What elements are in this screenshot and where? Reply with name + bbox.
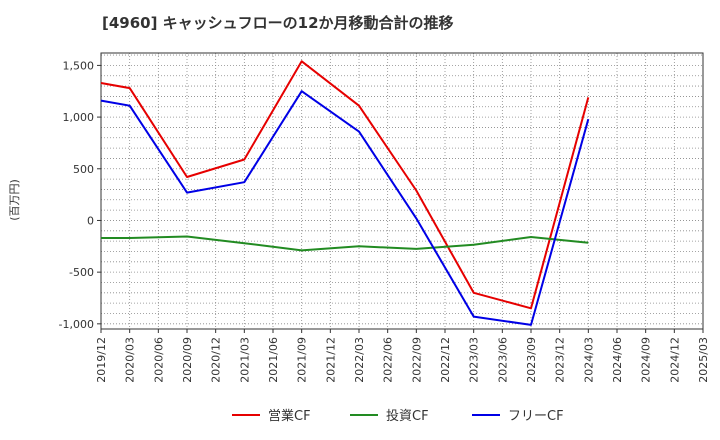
x-tick-label: 2024/03	[582, 337, 595, 383]
legend-label: 営業CF	[268, 408, 311, 424]
x-tick-label: 2021/03	[238, 337, 251, 383]
x-tick-label: 2023/03	[468, 337, 481, 383]
x-axis-ticks: 2019/12 2020/03 2020/06 2020/09 2020/12 2021/…	[95, 329, 710, 383]
x-tick-label: 2020/12	[210, 337, 223, 383]
x-tick-label: 2024/12	[668, 337, 681, 383]
legend-label: フリーCF	[508, 409, 564, 424]
legend: 営業CF 投資CF フリーCF	[232, 408, 564, 424]
y-tick-label: 1,000	[63, 111, 95, 124]
series-line-1	[101, 235, 589, 252]
x-tick-label: 2024/09	[640, 337, 653, 383]
y-tick-label: -500	[69, 266, 94, 279]
x-tick-label: 2024/06	[611, 337, 624, 383]
x-tick-label: 2022/06	[382, 337, 395, 383]
x-tick-label: 2023/06	[496, 337, 509, 383]
x-tick-label: 2023/12	[554, 337, 567, 383]
x-tick-label: 2020/09	[181, 337, 194, 383]
x-tick-label: 2019/12	[95, 337, 108, 383]
x-tick-label: 2020/03	[124, 337, 137, 383]
y-tick-label: 1,500	[63, 59, 95, 72]
x-tick-label: 2022/09	[410, 337, 423, 383]
x-tick-label: 2025/03	[697, 337, 710, 383]
plot-frame	[100, 52, 704, 330]
y-axis-label: (百万円)	[8, 179, 21, 221]
y-tick-label: 0	[87, 214, 94, 227]
x-tick-label: 2023/09	[525, 337, 538, 383]
x-tick-label: 2021/06	[267, 337, 280, 383]
x-tick-label: 2022/03	[353, 337, 366, 383]
x-tick-label: 2022/12	[439, 337, 452, 383]
y-axis-ticks: -1,000 -500 0 500 1,000 1,500	[59, 59, 101, 331]
y-tick-label: 500	[73, 163, 94, 176]
x-tick-label: 2021/12	[324, 337, 337, 383]
x-tick-label: 2021/09	[296, 337, 309, 383]
y-tick-label: -1,000	[59, 318, 94, 331]
chart-title: [4960] キャッシュフローの12か月移動合計の推移	[102, 14, 454, 32]
x-tick-label: 2020/06	[152, 337, 165, 383]
series-line-2	[100, 90, 590, 326]
series-line-0	[100, 60, 590, 310]
series-lines	[100, 60, 590, 326]
legend-label: 投資CF	[386, 408, 429, 424]
